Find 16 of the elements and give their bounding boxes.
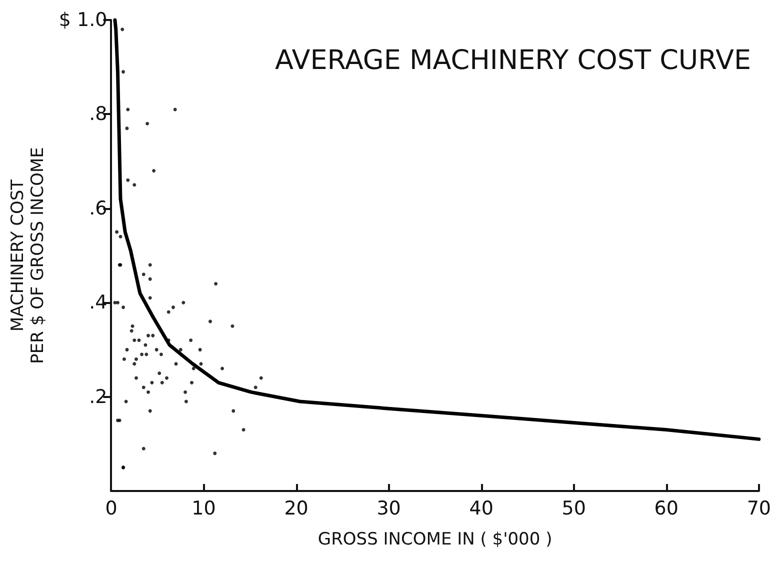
y-tick-label: .8 — [89, 103, 108, 126]
x-tick-label: 20 — [284, 498, 308, 520]
x-tick-label: 60 — [654, 498, 678, 520]
x-tick-label: 40 — [469, 498, 494, 520]
text: AVERAGE MACHINERY COST CURVE — [274, 45, 752, 76]
y-tick-label: .2 — [89, 386, 108, 408]
x-tick-label: 0 — [105, 498, 118, 520]
y-tick-label: $ 1.0 — [58, 9, 108, 31]
x-tick-label: 30 — [376, 498, 401, 520]
y-tick-label: .4 — [89, 292, 108, 314]
x-axis-title: GROSS INCOME IN ( $'000 ) — [318, 530, 552, 550]
x-tick-label: 10 — [192, 498, 216, 520]
y-axis-title: MACHINERY COST PER $ OF GROSS INCOME — [8, 147, 48, 364]
x-tick-label: 70 — [746, 498, 772, 520]
x-tick-label: 50 — [562, 498, 586, 520]
line-series — [113, 18, 761, 441]
